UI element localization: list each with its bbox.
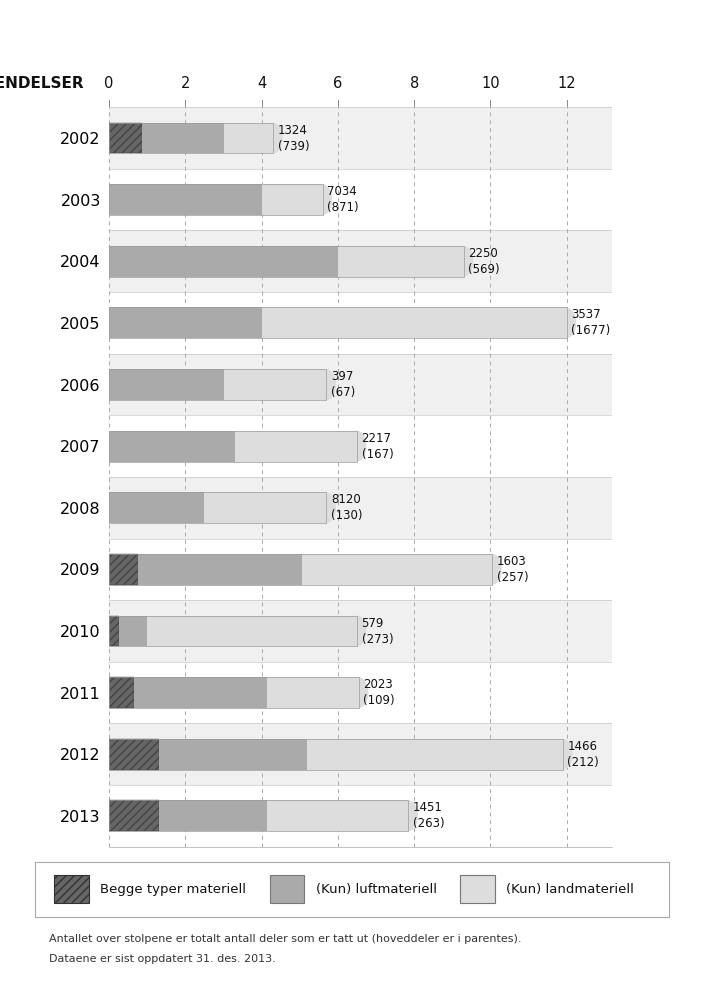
Text: 4: 4 bbox=[257, 76, 266, 91]
Bar bbox=[109, 554, 138, 585]
Circle shape bbox=[483, 554, 502, 585]
Bar bbox=[158, 738, 308, 770]
Bar bbox=[109, 122, 142, 153]
Bar bbox=[338, 245, 464, 277]
Text: 0: 0 bbox=[104, 76, 114, 91]
Bar bbox=[109, 308, 567, 339]
Bar bbox=[109, 107, 612, 169]
Text: 1324
(739): 1324 (739) bbox=[277, 123, 309, 152]
Bar bbox=[224, 122, 273, 153]
Bar bbox=[109, 801, 158, 832]
Bar bbox=[302, 554, 492, 585]
Bar bbox=[268, 677, 359, 708]
Text: 2250
(569): 2250 (569) bbox=[468, 246, 500, 276]
Text: 2: 2 bbox=[181, 76, 190, 91]
Circle shape bbox=[263, 122, 282, 153]
Bar bbox=[109, 122, 273, 153]
Bar bbox=[109, 600, 612, 662]
Text: 2023
(109): 2023 (109) bbox=[363, 678, 395, 707]
Text: 10: 10 bbox=[481, 76, 500, 91]
Bar bbox=[147, 615, 357, 646]
Bar bbox=[54, 876, 89, 903]
Circle shape bbox=[349, 677, 368, 708]
Bar bbox=[109, 677, 134, 708]
Bar bbox=[109, 169, 612, 230]
Text: 8: 8 bbox=[410, 76, 419, 91]
Bar bbox=[109, 677, 359, 708]
Circle shape bbox=[454, 245, 473, 277]
Bar bbox=[109, 492, 204, 523]
Bar bbox=[270, 876, 305, 903]
Circle shape bbox=[348, 431, 367, 462]
Text: 7034
(871): 7034 (871) bbox=[327, 185, 359, 214]
Bar bbox=[109, 723, 612, 786]
Bar bbox=[109, 615, 357, 646]
Bar bbox=[109, 230, 612, 293]
Bar bbox=[142, 122, 224, 153]
Text: 2217
(167): 2217 (167) bbox=[362, 432, 394, 461]
Bar bbox=[204, 492, 327, 523]
Bar bbox=[109, 308, 262, 339]
Text: 1466
(212): 1466 (212) bbox=[567, 739, 599, 769]
Text: 12: 12 bbox=[558, 76, 576, 91]
Circle shape bbox=[557, 308, 577, 339]
Bar bbox=[158, 801, 268, 832]
Bar bbox=[109, 539, 612, 600]
Text: 397
(67): 397 (67) bbox=[331, 370, 356, 399]
Circle shape bbox=[317, 369, 336, 400]
Circle shape bbox=[313, 184, 332, 215]
Circle shape bbox=[317, 492, 336, 523]
Bar bbox=[308, 738, 563, 770]
Bar bbox=[134, 677, 268, 708]
Bar bbox=[109, 184, 262, 215]
Bar bbox=[262, 184, 322, 215]
Bar bbox=[109, 369, 327, 400]
Text: HENDELSER: HENDELSER bbox=[0, 76, 84, 91]
Bar bbox=[460, 876, 495, 903]
Bar bbox=[109, 477, 612, 539]
Bar bbox=[268, 801, 408, 832]
Text: Dataene er sist oppdatert 31. des. 2013.: Dataene er sist oppdatert 31. des. 2013. bbox=[49, 954, 276, 964]
Text: (Kun) luftmateriell: (Kun) luftmateriell bbox=[316, 883, 437, 896]
Text: 3537
(1677): 3537 (1677) bbox=[572, 309, 610, 338]
Bar bbox=[109, 738, 563, 770]
Text: 1451
(263): 1451 (263) bbox=[413, 802, 445, 831]
Bar bbox=[119, 615, 147, 646]
Bar bbox=[109, 354, 612, 415]
Text: Begge typer materiell: Begge typer materiell bbox=[101, 883, 246, 896]
Bar bbox=[109, 184, 322, 215]
Bar bbox=[109, 492, 327, 523]
Bar bbox=[109, 661, 612, 723]
Bar bbox=[109, 431, 357, 462]
Bar bbox=[262, 308, 567, 339]
Text: Antallet over stolpene er totalt antall deler som er tatt ut (hoveddeler er i pa: Antallet over stolpene er totalt antall … bbox=[49, 934, 522, 944]
Bar bbox=[109, 786, 612, 847]
Bar bbox=[109, 245, 338, 277]
Circle shape bbox=[553, 738, 572, 770]
Bar bbox=[109, 801, 408, 832]
Text: 1603
(257): 1603 (257) bbox=[497, 555, 529, 584]
Bar bbox=[109, 293, 612, 354]
Bar bbox=[109, 738, 158, 770]
Bar bbox=[138, 554, 302, 585]
Text: (Kun) landmateriell: (Kun) landmateriell bbox=[506, 883, 634, 896]
Circle shape bbox=[348, 615, 367, 646]
Bar bbox=[109, 431, 235, 462]
Bar bbox=[235, 431, 357, 462]
Text: 8120
(130): 8120 (130) bbox=[331, 493, 363, 522]
Circle shape bbox=[399, 801, 418, 832]
Text: 6: 6 bbox=[333, 76, 343, 91]
Bar bbox=[109, 245, 464, 277]
Text: 579
(273): 579 (273) bbox=[362, 616, 394, 645]
Bar bbox=[109, 415, 612, 477]
Bar bbox=[109, 615, 119, 646]
Bar bbox=[109, 554, 492, 585]
Bar bbox=[224, 369, 327, 400]
Bar bbox=[109, 369, 224, 400]
